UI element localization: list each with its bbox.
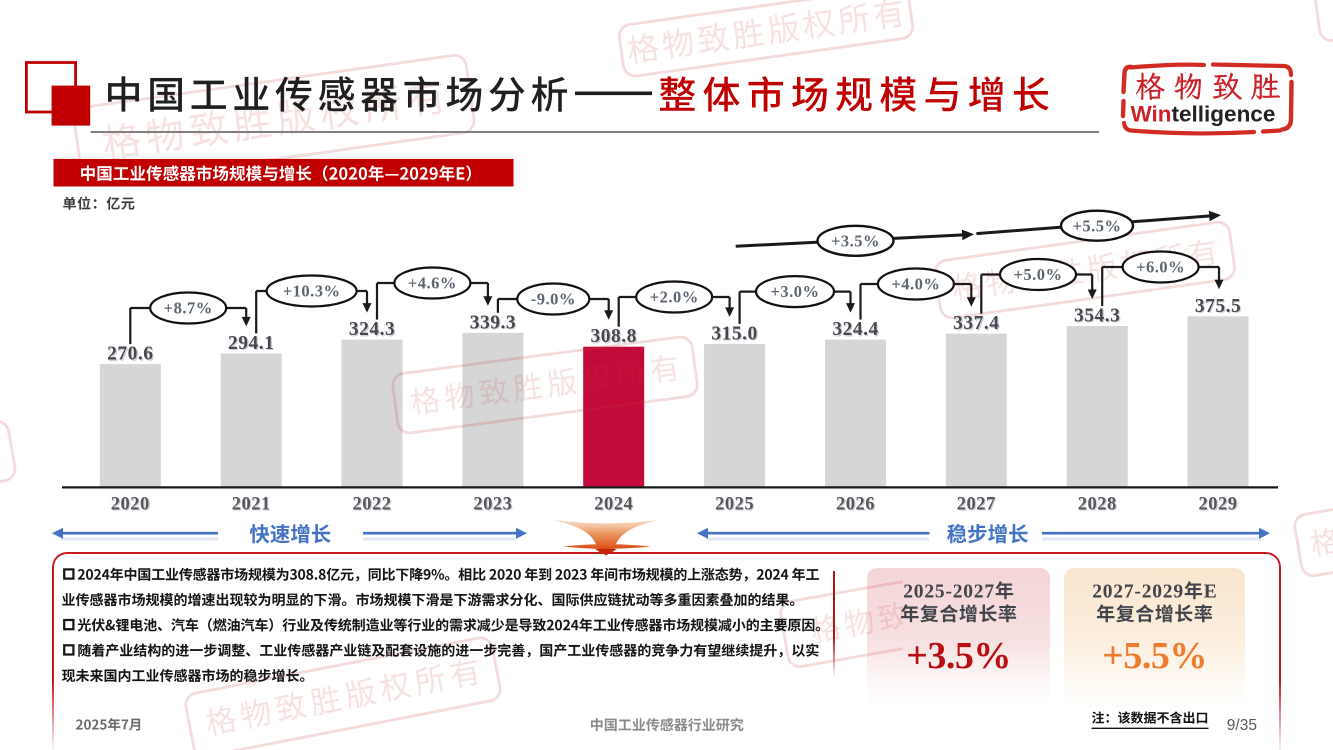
svg-text:+2.0%: +2.0% — [650, 288, 699, 307]
svg-text:2: 2 — [1113, 582, 1123, 603]
svg-text:270.6: 270.6 — [107, 344, 153, 365]
svg-text:270.6: 270.6 — [108, 345, 154, 366]
svg-text:2024: 2024 — [595, 496, 634, 516]
svg-text:354.3: 354.3 — [1075, 307, 1121, 328]
svg-text:7: 7 — [1124, 582, 1134, 603]
svg-text:2024: 2024 — [594, 495, 633, 515]
svg-text:2: 2 — [1092, 582, 1102, 603]
svg-text:2027: 2027 — [958, 496, 997, 516]
svg-text:315.0: 315.0 — [711, 323, 757, 344]
svg-text:+8.7%: +8.7% — [164, 299, 213, 318]
svg-text:2029: 2029 — [1200, 496, 1239, 516]
svg-text:2020: 2020 — [111, 495, 150, 515]
svg-text:+5.5%: +5.5% — [1102, 635, 1207, 677]
svg-text:2025: 2025 — [715, 495, 754, 515]
svg-text:2: 2 — [1142, 582, 1152, 603]
svg-text:+4.6%: +4.6% — [408, 274, 457, 293]
svg-text:324.3: 324.3 — [350, 320, 396, 341]
svg-text:0: 0 — [963, 582, 973, 603]
svg-text:2022: 2022 — [354, 496, 393, 516]
svg-text:375.5: 375.5 — [1196, 297, 1242, 318]
svg-text:0: 0 — [1103, 582, 1113, 603]
svg-text:2: 2 — [924, 582, 934, 603]
svg-text:2028: 2028 — [1079, 496, 1118, 516]
svg-text:+5.5%: +5.5% — [1072, 216, 1121, 235]
svg-text:2028: 2028 — [1078, 495, 1117, 515]
svg-text:339.3: 339.3 — [470, 312, 516, 333]
svg-text:+4.0%: +4.0% — [891, 275, 940, 294]
svg-text:2026: 2026 — [836, 495, 875, 515]
svg-text:-9.0%: -9.0% — [531, 290, 576, 309]
svg-text:+3.5%: +3.5% — [831, 231, 880, 250]
svg-text:324.4: 324.4 — [832, 319, 878, 340]
svg-text:337.4: 337.4 — [954, 314, 1000, 335]
svg-text:2029: 2029 — [1199, 495, 1238, 515]
svg-text:324.4: 324.4 — [834, 320, 880, 341]
svg-text:Wintelligence: Wintelligence — [1131, 102, 1276, 127]
svg-text:2: 2 — [953, 582, 963, 603]
svg-text:0: 0 — [1152, 582, 1162, 603]
svg-text:2027: 2027 — [957, 495, 996, 515]
svg-text:339.3: 339.3 — [471, 314, 517, 335]
svg-text:-: - — [1134, 582, 1141, 603]
svg-text:294.1: 294.1 — [229, 334, 275, 355]
svg-text:337.4: 337.4 — [953, 313, 999, 334]
svg-text:2022: 2022 — [353, 495, 392, 515]
svg-text:+6.0%: +6.0% — [1136, 258, 1185, 277]
svg-text:324.3: 324.3 — [349, 319, 395, 340]
svg-text:5: 5 — [935, 582, 945, 603]
svg-text:308.8: 308.8 — [592, 327, 638, 348]
svg-text:294.1: 294.1 — [228, 333, 274, 354]
svg-text:-: - — [946, 582, 953, 603]
svg-text:308.8: 308.8 — [591, 326, 637, 347]
svg-text:2021: 2021 — [233, 496, 272, 516]
svg-text:9/35: 9/35 — [1227, 717, 1257, 734]
svg-text:+5.0%: +5.0% — [1013, 265, 1062, 284]
svg-text:375.5: 375.5 — [1195, 296, 1241, 317]
svg-text:9: 9 — [1173, 582, 1183, 603]
svg-text:0: 0 — [914, 582, 924, 603]
svg-text:315.0: 315.0 — [713, 325, 759, 346]
svg-text:2023: 2023 — [475, 496, 514, 516]
svg-text:E: E — [1204, 582, 1217, 603]
svg-text:2020: 2020 — [112, 496, 151, 516]
svg-text:354.3: 354.3 — [1074, 306, 1120, 327]
svg-text:2021: 2021 — [232, 495, 271, 515]
svg-text:+10.3%: +10.3% — [283, 282, 341, 301]
svg-text:7: 7 — [984, 582, 994, 603]
svg-text:2026: 2026 — [837, 496, 876, 516]
svg-text:2: 2 — [1163, 582, 1173, 603]
svg-text:2023: 2023 — [473, 495, 512, 515]
svg-text:2025: 2025 — [716, 496, 755, 516]
svg-text:+3.0%: +3.0% — [770, 282, 819, 301]
svg-text:2: 2 — [974, 582, 984, 603]
svg-text:2: 2 — [903, 582, 913, 603]
svg-text:+3.5%: +3.5% — [906, 635, 1011, 677]
